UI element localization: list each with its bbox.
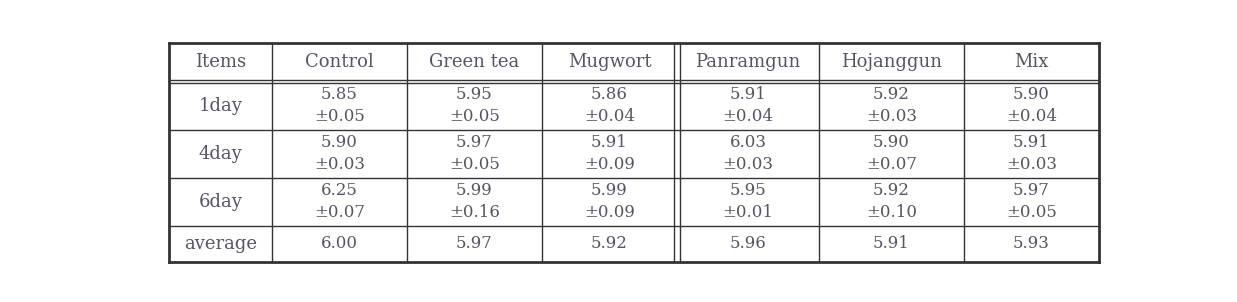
Text: ±0.03: ±0.03: [1006, 156, 1056, 173]
Text: ±0.03: ±0.03: [866, 108, 917, 125]
Text: Green tea: Green tea: [429, 53, 520, 71]
Text: 5.97: 5.97: [456, 235, 492, 252]
Text: ±0.04: ±0.04: [1006, 108, 1056, 125]
Text: ±0.07: ±0.07: [314, 204, 365, 221]
Text: 5.95: 5.95: [730, 182, 767, 199]
Text: 5.93: 5.93: [1013, 235, 1050, 252]
Text: 6.25: 6.25: [320, 182, 357, 199]
Text: ±0.04: ±0.04: [722, 108, 773, 125]
Text: Items: Items: [195, 53, 246, 71]
Text: Control: Control: [306, 53, 374, 71]
Text: 5.90: 5.90: [1013, 86, 1050, 103]
Text: ±0.05: ±0.05: [1006, 204, 1056, 221]
Text: 5.99: 5.99: [456, 182, 492, 199]
Text: ±0.16: ±0.16: [449, 204, 500, 221]
Text: 5.91: 5.91: [873, 235, 910, 252]
Text: 5.99: 5.99: [591, 182, 628, 199]
Text: 5.86: 5.86: [591, 86, 628, 103]
Text: Mugwort: Mugwort: [568, 53, 652, 71]
Text: ±0.04: ±0.04: [584, 108, 635, 125]
Text: ±0.05: ±0.05: [314, 108, 365, 125]
Text: ±0.09: ±0.09: [584, 204, 635, 221]
Text: ±0.01: ±0.01: [722, 204, 773, 221]
Text: Panramgun: Panramgun: [695, 53, 800, 71]
Text: 5.96: 5.96: [730, 235, 767, 252]
Text: ±0.10: ±0.10: [866, 204, 917, 221]
Text: ±0.07: ±0.07: [866, 156, 917, 173]
Text: ±0.05: ±0.05: [449, 156, 500, 173]
Text: 6day: 6day: [198, 193, 242, 211]
Text: 5.91: 5.91: [1013, 134, 1050, 151]
Text: ±0.03: ±0.03: [314, 156, 365, 173]
Text: 5.92: 5.92: [591, 235, 628, 252]
Text: 5.92: 5.92: [873, 182, 910, 199]
Text: 5.97: 5.97: [456, 134, 492, 151]
Text: 5.97: 5.97: [1013, 182, 1050, 199]
Text: ±0.05: ±0.05: [449, 108, 500, 125]
Text: 5.91: 5.91: [591, 134, 628, 151]
Text: ±0.09: ±0.09: [584, 156, 635, 173]
Text: Mix: Mix: [1014, 53, 1049, 71]
Text: 5.91: 5.91: [730, 86, 767, 103]
Text: average: average: [184, 235, 257, 253]
Text: 5.95: 5.95: [456, 86, 492, 103]
Text: Hojanggun: Hojanggun: [841, 53, 941, 71]
Text: ±0.03: ±0.03: [722, 156, 773, 173]
Text: 4day: 4day: [198, 145, 242, 162]
Text: 5.85: 5.85: [320, 86, 357, 103]
Text: 6.03: 6.03: [730, 134, 767, 151]
Text: 6.00: 6.00: [320, 235, 357, 252]
Text: 1day: 1day: [198, 97, 242, 114]
Text: 5.90: 5.90: [320, 134, 357, 151]
Text: 5.92: 5.92: [873, 86, 910, 103]
Text: 5.90: 5.90: [873, 134, 910, 151]
